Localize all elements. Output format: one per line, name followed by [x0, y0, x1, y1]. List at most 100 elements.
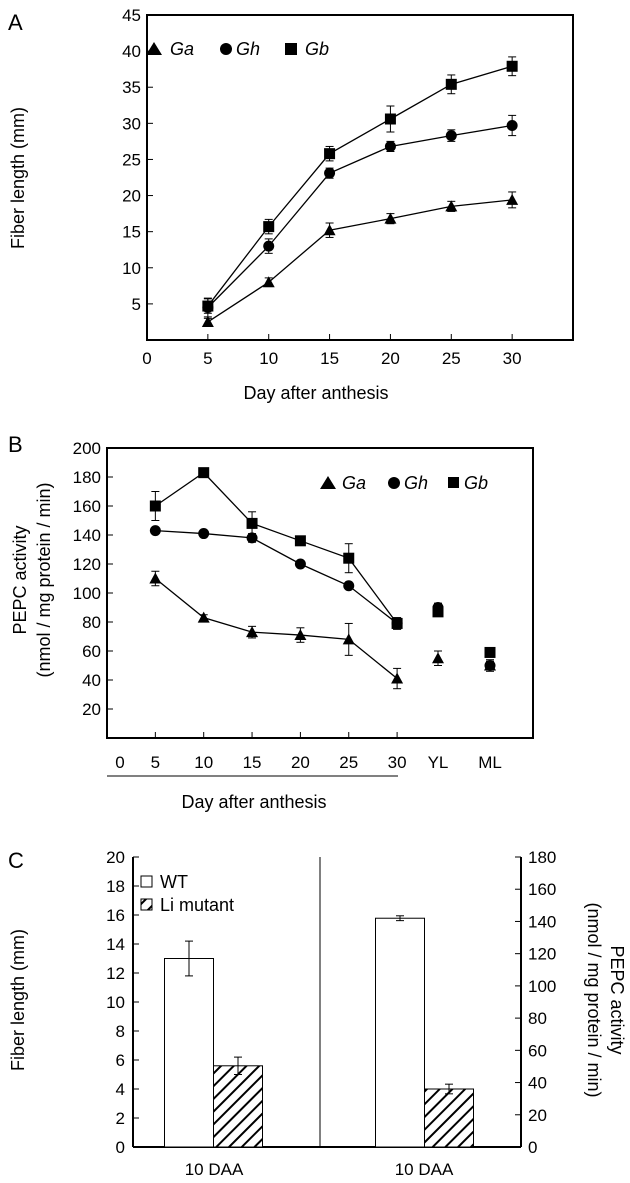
legend-label-gh: Gh	[404, 473, 428, 493]
legend-square-marker	[285, 43, 297, 55]
data-point-gb	[445, 78, 457, 90]
panel-a-y-axis-label: Fiber length (mm)	[8, 107, 28, 249]
error-bar-li-mutant	[445, 1083, 453, 1095]
y-tick-label-right: 120	[528, 945, 556, 964]
data-point-ga	[246, 626, 259, 638]
y-tick-label-left: 2	[116, 1109, 125, 1128]
data-point-gh	[506, 120, 518, 131]
legend-label-li-mutant: Li mutant	[160, 895, 234, 915]
panel-c-left-y-ticks: 0 2 4 6 8 10 12 14 16 18 20	[106, 848, 139, 1157]
data-point-gb	[384, 113, 396, 125]
series-line-ga	[207, 199, 513, 323]
data-point-ga	[506, 193, 519, 205]
panel-a-label: A	[8, 10, 23, 35]
series-line-gb	[207, 65, 513, 307]
y-tick-label-left: 0	[116, 1138, 125, 1157]
y-tick-label: 180	[73, 468, 101, 487]
x-tick-label: 30	[388, 753, 407, 772]
data-point-ga	[391, 672, 404, 684]
data-point-gb	[202, 300, 214, 312]
panel-a-y-axis: 5 10 15 20 25 30 35 40 45	[122, 6, 153, 314]
y-tick-label: 20	[82, 700, 101, 719]
data-point-gh	[384, 140, 396, 152]
data-point-gb	[294, 535, 306, 547]
panel-a-x-axis-label: Day after anthesis	[243, 383, 388, 403]
data-point-ga	[342, 633, 355, 645]
panel-b-y-axis: 20 40 60 80 100 120 140 160 180 200	[73, 439, 113, 719]
data-point-gb	[149, 500, 161, 512]
x-tick-label: 25	[442, 349, 461, 368]
x-tick-label: ML	[478, 753, 502, 772]
legend-circle-marker	[388, 477, 400, 489]
legend-li-mutant-swatch	[140, 898, 153, 911]
data-point-ga	[294, 629, 307, 641]
category-label-pepc: 10 DAA	[395, 1160, 454, 1179]
data-point-gh	[445, 130, 457, 142]
data-point-gh	[198, 528, 210, 540]
y-tick-label-right: 20	[528, 1106, 547, 1125]
y-tick-label: 20	[122, 187, 141, 206]
y-tick-label: 15	[122, 223, 141, 242]
panel-b-x-axis: 0 5 10 15 20 25 30 YL ML	[106, 732, 502, 772]
legend-label-gb: Gb	[305, 39, 329, 59]
y-tick-label-left: 4	[116, 1080, 125, 1099]
x-tick-label: YL	[428, 753, 449, 772]
panel-c-legend: WT Li mutant	[140, 872, 234, 915]
data-point-gb-yl	[432, 606, 444, 618]
data-point-gb	[263, 221, 275, 233]
panel-b-x-axis-label: Day after anthesis	[181, 792, 326, 812]
data-point-gh	[149, 525, 161, 537]
panel-b-chart: B 20 40 60 80 100 120 140 160 180 200 0 5 10 15 20 25 3…	[8, 432, 534, 812]
panel-c-left-axis-label: Fiber length (mm)	[8, 929, 28, 1071]
series-line-gb	[154, 471, 398, 624]
y-tick-label-right: 80	[528, 1009, 547, 1028]
y-tick-label: 40	[122, 42, 141, 61]
data-point-ga	[384, 212, 397, 224]
data-point-gb	[343, 552, 355, 564]
x-tick-label: 10	[259, 349, 278, 368]
bar-li-mutant-fiber-length	[213, 1065, 263, 1148]
error-bar-wt	[185, 940, 193, 977]
panel-a-series-group	[201, 56, 519, 327]
x-tick-label: 15	[243, 753, 262, 772]
panel-a-plot-frame	[146, 14, 574, 341]
data-point-gb	[506, 60, 518, 72]
panel-c-chart: C 0 2 4 6 8 10 12 14 16 18 20 0 20 40 60 80 100 120 140 16…	[8, 848, 627, 1179]
y-tick-label-right: 160	[528, 880, 556, 899]
y-tick-label: 5	[132, 295, 141, 314]
y-tick-label-left: 14	[106, 935, 125, 954]
data-point-gb	[198, 467, 210, 479]
y-tick-label: 80	[82, 613, 101, 632]
legend-label-wt: WT	[160, 872, 188, 892]
legend-label-gb: Gb	[464, 473, 488, 493]
panel-b-legend: Ga Gh Gb	[320, 473, 488, 493]
y-tick-label-left: 12	[106, 964, 125, 983]
y-tick-label-left: 10	[106, 993, 125, 1012]
legend-label-gh: Gh	[236, 39, 260, 59]
legend-wt-swatch	[140, 875, 153, 888]
series-line-ga	[154, 577, 398, 680]
x-tick-label: 30	[503, 349, 522, 368]
y-tick-label-left: 6	[116, 1051, 125, 1070]
y-tick-label-right: 0	[528, 1138, 537, 1157]
data-point-ga	[201, 315, 214, 327]
bar-li-mutant-pepc-activity	[424, 1088, 474, 1148]
legend-triangle-marker	[146, 42, 162, 55]
x-tick-label: 15	[320, 349, 339, 368]
y-tick-label: 200	[73, 439, 101, 458]
panel-b-series-group	[149, 467, 496, 690]
data-point-ga	[197, 611, 210, 623]
data-point-gb	[324, 148, 336, 160]
panel-a-legend: Ga Gh Gb	[146, 39, 329, 59]
data-point-gh	[263, 240, 275, 252]
data-point-gh-ml	[484, 660, 496, 671]
data-point-gh	[324, 167, 336, 179]
data-point-ga-yl	[432, 652, 444, 664]
y-tick-label: 100	[73, 584, 101, 603]
bar-wt-pepc-activity	[375, 917, 425, 1148]
bar-wt-fiber-length	[164, 958, 214, 1148]
legend-square-marker	[448, 477, 459, 488]
y-tick-label-left: 20	[106, 848, 125, 867]
data-point-gb	[391, 617, 403, 629]
